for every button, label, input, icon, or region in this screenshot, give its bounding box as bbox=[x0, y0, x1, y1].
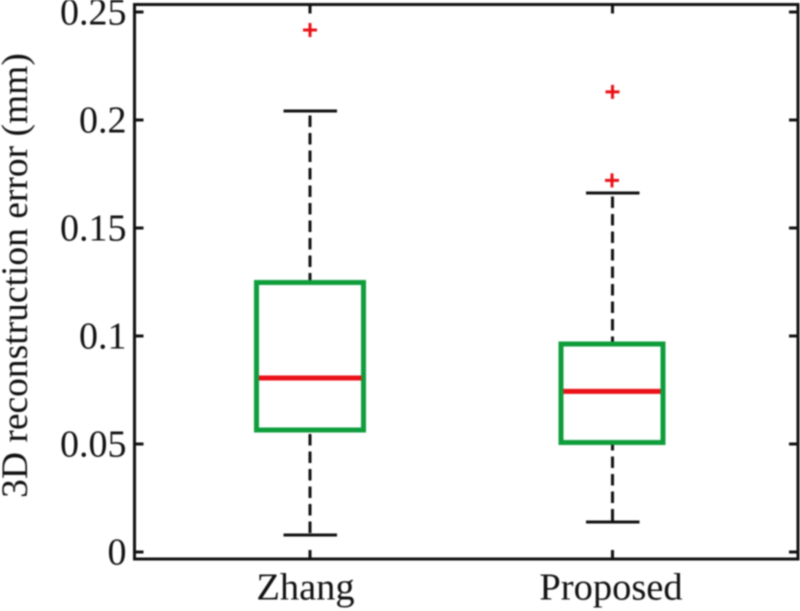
svg-text:0.15: 0.15 bbox=[60, 208, 127, 250]
svg-text:Zhang: Zhang bbox=[256, 567, 354, 609]
svg-text:0.1: 0.1 bbox=[79, 316, 127, 358]
svg-text:Proposed: Proposed bbox=[539, 567, 682, 609]
svg-text:0: 0 bbox=[108, 532, 127, 574]
svg-text:3D reconstruction error (mm): 3D reconstruction error (mm) bbox=[0, 53, 36, 498]
svg-text:0.2: 0.2 bbox=[79, 100, 127, 142]
svg-text:0.25: 0.25 bbox=[60, 0, 127, 34]
svg-text:0.05: 0.05 bbox=[60, 424, 127, 466]
